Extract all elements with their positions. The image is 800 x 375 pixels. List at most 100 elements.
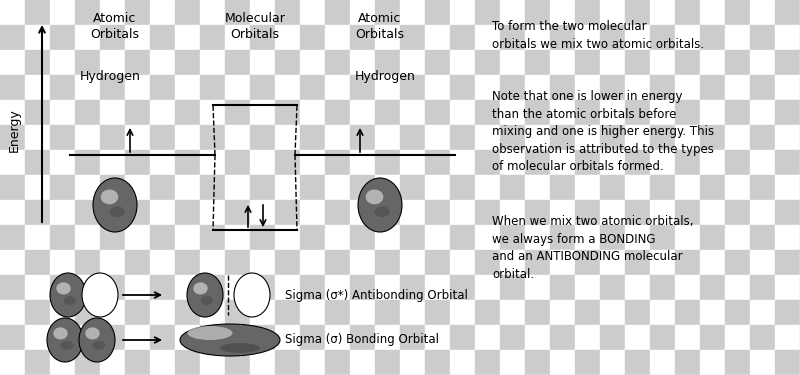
Bar [625,75,650,100]
Bar [175,325,200,350]
Ellipse shape [358,178,402,232]
Bar [425,150,450,175]
Bar [550,50,575,75]
Bar [50,350,75,375]
Bar [350,250,375,275]
Bar [25,225,50,250]
Bar [550,350,575,375]
Bar [200,175,225,200]
Text: Atomic
Orbitals: Atomic Orbitals [90,12,139,41]
Bar [0,0,25,25]
Bar [125,225,150,250]
Bar [275,100,300,125]
Bar [25,325,50,350]
Bar [675,150,700,175]
Bar [400,150,425,175]
Bar [250,250,275,275]
Bar [175,150,200,175]
Bar [175,200,200,225]
Bar [300,175,325,200]
Bar [225,125,250,150]
Bar [425,75,450,100]
Bar [50,275,75,300]
Bar [325,350,350,375]
Ellipse shape [234,273,270,317]
Bar [25,300,50,325]
Bar [275,350,300,375]
Bar [500,325,525,350]
Bar [100,200,125,225]
Bar [550,225,575,250]
Bar [375,0,400,25]
Bar [675,75,700,100]
Bar [150,150,175,175]
Bar [175,0,200,25]
Bar [125,150,150,175]
Bar [325,225,350,250]
Bar [100,150,125,175]
Bar [350,275,375,300]
Bar [125,25,150,50]
Bar [200,250,225,275]
Bar [725,325,750,350]
Bar [125,125,150,150]
Bar [100,125,125,150]
Bar [175,175,200,200]
Bar [200,100,225,125]
Bar [700,25,725,50]
Bar [150,275,175,300]
Bar [75,350,100,375]
Bar [725,350,750,375]
Bar [325,100,350,125]
Bar [600,175,625,200]
Ellipse shape [101,189,118,204]
Bar [250,225,275,250]
Bar [100,250,125,275]
Bar [0,300,25,325]
Bar [500,350,525,375]
Bar [450,0,475,25]
Bar [550,100,575,125]
Bar [225,250,250,275]
Bar [525,125,550,150]
Text: To form the two molecular
orbitals we mix two atomic orbitals.: To form the two molecular orbitals we mi… [492,20,704,51]
Bar [700,100,725,125]
Bar [525,100,550,125]
Bar [425,225,450,250]
Bar [425,50,450,75]
Bar [325,0,350,25]
Ellipse shape [220,343,260,353]
Bar [650,50,675,75]
Bar [600,200,625,225]
Bar [475,150,500,175]
Bar [625,0,650,25]
Bar [475,300,500,325]
Bar [650,200,675,225]
Bar [50,50,75,75]
Bar [175,300,200,325]
Bar [275,175,300,200]
Ellipse shape [79,318,115,362]
Bar [675,175,700,200]
Ellipse shape [366,189,383,204]
Bar [125,350,150,375]
Text: Energy: Energy [7,108,21,152]
Bar [150,125,175,150]
Bar [525,275,550,300]
Bar [650,175,675,200]
Bar [425,25,450,50]
Bar [275,125,300,150]
Bar [600,275,625,300]
Bar [275,25,300,50]
Bar [100,25,125,50]
Bar [725,25,750,50]
Bar [75,175,100,200]
Bar [575,300,600,325]
Bar [725,150,750,175]
Bar [400,250,425,275]
Bar [700,125,725,150]
Bar [625,50,650,75]
Bar [625,150,650,175]
Bar [450,350,475,375]
Bar [575,175,600,200]
